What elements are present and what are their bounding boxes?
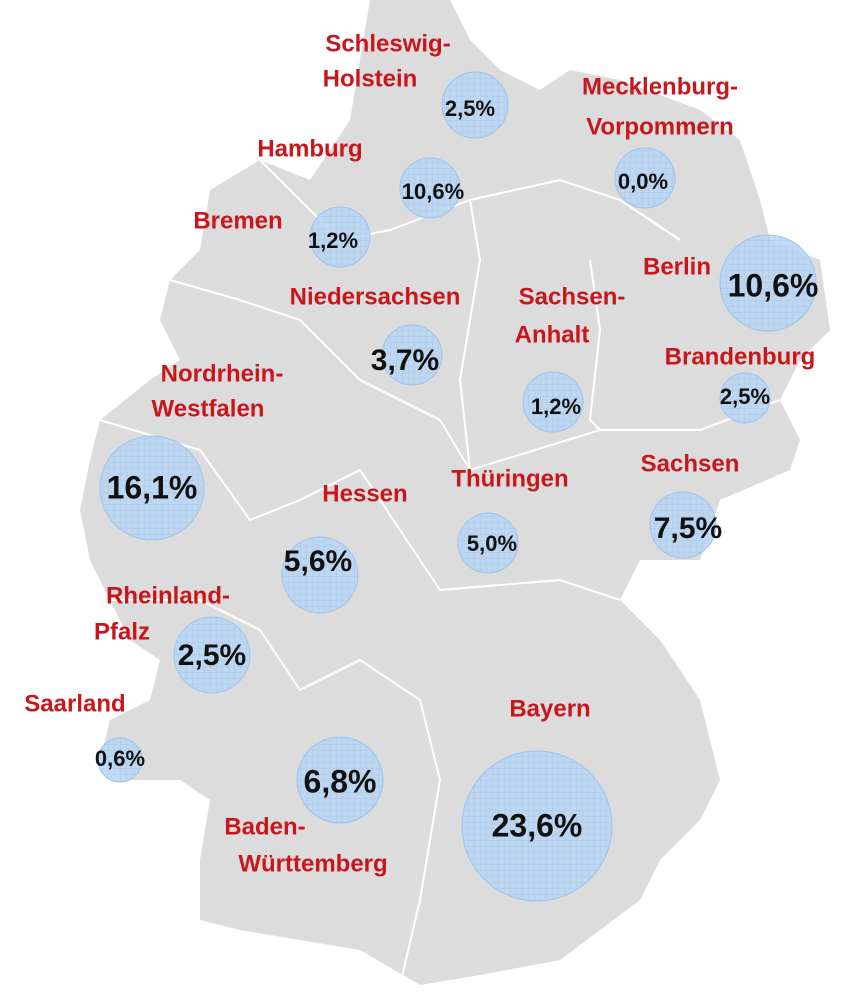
value-label: 16,1%	[107, 469, 198, 505]
bubble	[99, 435, 205, 541]
value-label: 5,6%	[284, 545, 352, 578]
value-label: 2,5%	[178, 639, 246, 672]
region-label: Baden-	[224, 813, 305, 840]
bubble	[649, 491, 717, 559]
bubble	[281, 536, 359, 614]
value-label: 5,0%	[467, 531, 517, 556]
value-label: 23,6%	[492, 807, 583, 843]
germany-shape	[80, 0, 830, 985]
bubble	[173, 616, 251, 694]
region-label: Mecklenburg-	[582, 73, 738, 100]
region-label: Sachsen-	[519, 283, 626, 310]
bubble	[309, 206, 371, 268]
region-label: Niedersachsen	[290, 283, 461, 310]
region-label: Schleswig-	[325, 30, 450, 57]
bubble	[441, 71, 509, 139]
value-label: 2,5%	[445, 96, 495, 121]
bubble	[457, 512, 519, 574]
bubble	[381, 324, 443, 386]
region-label: Westfalen	[152, 395, 265, 422]
region-label: Württemberg	[238, 850, 387, 877]
bubble	[522, 371, 584, 433]
value-label: 1,2%	[308, 228, 358, 253]
value-label: 3,7%	[371, 344, 439, 377]
region-label: Vorpommern	[586, 113, 734, 140]
value-label: 0,0%	[618, 169, 668, 194]
region-label: Saarland	[24, 690, 125, 717]
region-label: Sachsen	[641, 450, 740, 477]
region-label: Brandenburg	[665, 343, 816, 370]
bubble	[719, 234, 817, 332]
region-label: Thüringen	[451, 465, 568, 492]
region-label: Nordrhein-	[161, 360, 284, 387]
region-label: Hamburg	[257, 135, 362, 162]
region-label: Holstein	[323, 65, 418, 92]
region-label: Berlin	[643, 253, 711, 280]
region-label: Pfalz	[94, 618, 150, 645]
bubble	[614, 147, 676, 209]
bubble	[399, 157, 461, 219]
value-label: 10,6%	[728, 267, 819, 303]
region-label: Rheinland-	[106, 582, 230, 609]
value-label: 0,6%	[95, 746, 145, 771]
value-label: 7,5%	[654, 512, 722, 545]
value-label: 6,8%	[304, 763, 377, 799]
value-label: 1,2%	[531, 394, 581, 419]
bubble	[461, 750, 613, 902]
region-label: Bayern	[509, 695, 590, 722]
region-label: Bremen	[193, 207, 282, 234]
bubble	[719, 372, 771, 424]
bubble	[97, 737, 143, 783]
value-label: 2,5%	[720, 384, 770, 409]
region-label: Anhalt	[515, 321, 590, 348]
value-label: 10,6%	[402, 179, 464, 204]
region-label: Hessen	[322, 480, 407, 507]
bubble	[296, 736, 384, 824]
